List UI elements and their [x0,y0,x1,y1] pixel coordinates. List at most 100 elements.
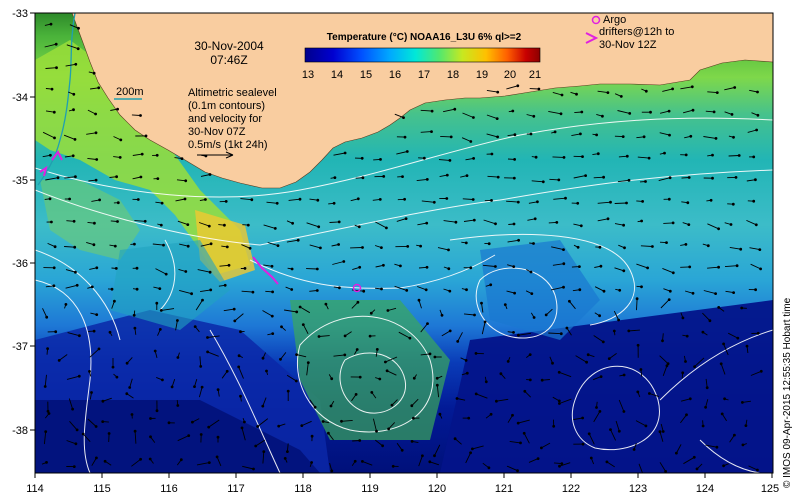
velocity-arrow-head [256,425,259,428]
velocity-arrow [241,244,251,249]
argo-legend-icon [591,15,601,25]
velocity-arrow [262,451,265,464]
velocity-arrow-head [469,140,473,143]
velocity-arrow-head [375,429,378,433]
velocity-arrow-head [158,328,162,331]
velocity-arrow-head [601,340,605,344]
velocity-arrow [420,353,431,356]
velocity-arrow-head [90,285,94,289]
velocity-arrow-head [159,223,163,227]
velocity-arrow-head [199,365,203,368]
velocity-arrow [301,420,312,427]
velocity-arrow-head [693,365,696,368]
velocity-arrow-head [183,197,187,201]
velocity-arrow-head [541,180,545,184]
velocity-arrow-head [340,419,343,423]
velocity-arrow [386,370,397,376]
velocity-arrow-head [465,288,468,292]
velocity-arrow [680,398,691,402]
velocity-arrow [198,386,203,398]
velocity-arrow-head [94,131,98,135]
velocity-arrow-head [180,157,184,161]
velocity-arrow-head [484,380,488,384]
velocity-arrow [662,365,668,377]
velocity-arrow-head [262,450,266,453]
velocity-arrow-head [453,107,457,111]
velocity-arrow-head [490,152,494,156]
velocity-arrow [457,332,463,342]
velocity-arrow [262,397,267,407]
velocity-arrow-head [98,198,101,202]
velocity-arrow-head [607,357,611,360]
velocity-arrow-head [139,457,143,461]
velocity-arrow-head [161,378,164,382]
altimetry-contours [35,117,773,473]
velocity-arrow-head [690,85,694,89]
velocity-arrow [523,433,530,444]
velocity-arrow-head [464,241,468,245]
velocity-arrow-head [237,365,241,369]
velocity-arrow-head [273,227,277,230]
velocity-arrow-head [103,459,107,463]
velocity-arrow-head [97,347,101,351]
velocity-arrow-head [644,180,647,183]
velocity-arrow-head [400,448,404,452]
velocity-arrow-head [95,266,99,270]
velocity-arrow-head [759,369,763,373]
velocity-arrow-head [209,242,213,246]
velocity-arrow-head [286,450,289,453]
velocity-arrow-head [240,426,244,430]
velocity-arrow-head [448,159,452,162]
velocity-arrow [200,243,212,247]
velocity-arrow-head [739,247,743,251]
velocity-arrow [640,245,653,247]
velocity-arrow-head [101,420,105,423]
velocity-arrow-head [385,369,389,373]
velocity-arrow-head [758,248,762,252]
velocity-arrow-head [722,342,725,346]
velocity-arrow-head [722,464,725,468]
velocity-arrow-head [528,353,532,356]
velocity-arrow-head [179,458,183,462]
velocity-arrow [749,89,758,93]
velocity-arrow [724,265,738,268]
velocity-arrow-head [741,401,744,404]
velocity-arrow-head [261,404,265,408]
velocity-arrow-head [448,289,452,293]
velocity-arrow [597,90,608,94]
velocity-arrow-head [43,385,47,388]
velocity-arrow [443,108,455,113]
velocity-arrow [318,335,330,337]
velocity-arrow-head [107,432,111,435]
velocity-arrow-head [595,406,598,409]
velocity-arrow-head [116,107,119,111]
velocity-arrow-head [130,413,134,416]
velocity-arrow-head [628,112,632,115]
velocity-arrow-head [300,424,304,427]
velocity-arrow-head [404,217,408,221]
velocity-arrow-head [640,219,643,223]
velocity-arrow [541,442,551,449]
velocity-arrow-head [216,388,220,391]
x-tick-label: 121 [495,483,513,495]
velocity-arrow-head [471,198,475,201]
velocity-arrow-head [533,217,537,221]
velocity-arrow-head [715,445,719,449]
x-tick-label: 123 [629,483,647,495]
velocity-arrow-head [315,289,319,292]
velocity-arrow-head [516,200,520,204]
drifter-track-2 [51,150,63,161]
velocity-arrow [296,354,307,358]
velocity-arrow [309,399,316,408]
velocity-arrow [333,152,346,156]
velocity-arrow-head [734,176,738,179]
velocity-arrow [548,110,562,115]
velocity-arrow-head [358,265,362,269]
velocity-arrow-head [158,287,162,290]
velocity-arrow-head [688,265,692,269]
land-mass [71,12,774,189]
velocity-arrow-head [564,196,567,200]
velocity-arrow-head [562,156,566,159]
velocity-arrow-head [406,245,410,248]
velocity-arrow [341,419,353,422]
